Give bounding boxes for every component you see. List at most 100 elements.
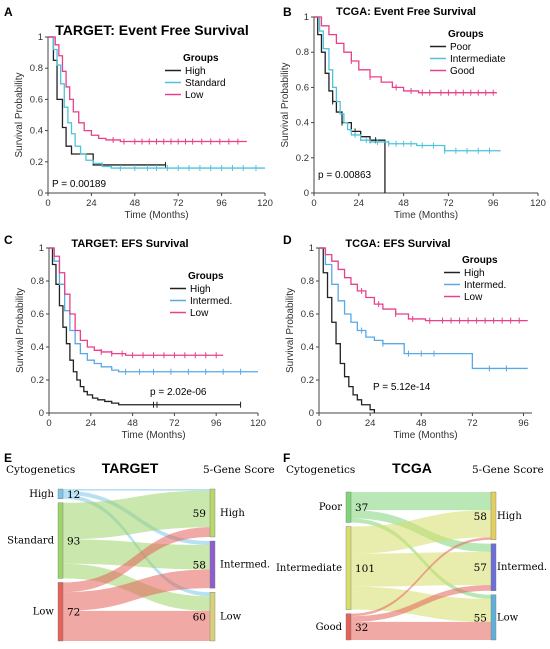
survival-curve-low xyxy=(48,36,247,143)
sankey-flow xyxy=(351,492,491,511)
sankey-flow xyxy=(63,569,210,611)
panel-letter-d: D xyxy=(283,233,292,247)
sankey-flow xyxy=(63,610,210,641)
x-axis-label: Time (Months) xyxy=(121,430,185,441)
y-axis-label: Survival Probability xyxy=(15,288,26,373)
panel-letter-e: E xyxy=(4,451,12,465)
sankey-target-node xyxy=(209,591,216,642)
sankey-target-count: 57 xyxy=(474,562,487,574)
sankey-target-label: High xyxy=(220,508,245,519)
y-tick-label: 1 xyxy=(38,32,43,43)
legend-label: Standard xyxy=(185,78,226,89)
sankey-target-label: Intermed. xyxy=(220,560,270,571)
sankey-flow xyxy=(63,489,210,491)
x-tick-label: 24 xyxy=(354,198,365,209)
legend-label: Low xyxy=(190,308,209,319)
survival-curve-standard xyxy=(48,36,265,169)
y-tick-label: 0 xyxy=(39,408,44,419)
x-tick-label: 0 xyxy=(45,198,50,209)
p-value-label: p = 2.02e-06 xyxy=(150,387,207,398)
y-tick-label: 0 xyxy=(38,188,43,199)
sankey-source-count: 101 xyxy=(355,563,375,575)
legend-label: Intermed. xyxy=(464,280,506,291)
x-tick-label: 0 xyxy=(46,418,51,429)
panel-f-title: TCGA xyxy=(392,460,432,476)
sankey-target-count: 58 xyxy=(193,560,206,572)
sankey-source-count: 72 xyxy=(67,607,80,619)
y-tick-label: 0.4 xyxy=(30,126,43,137)
sankey-flow xyxy=(351,552,491,587)
sankey-flow xyxy=(351,510,491,554)
y-axis-label: Survival Probability xyxy=(280,62,291,147)
sankey-source-count: 93 xyxy=(67,536,80,548)
sankey-target-count: 55 xyxy=(474,612,487,624)
x-tick-label: 72 xyxy=(169,418,180,429)
legend-label: High xyxy=(464,268,485,279)
panel-e-title: TARGET xyxy=(102,460,159,476)
y-tick-label: 0.2 xyxy=(30,157,43,168)
y-tick-label: 1 xyxy=(39,243,44,254)
panel-letter-f: F xyxy=(283,451,290,465)
legend-label: Good xyxy=(450,66,474,77)
sankey-source-node xyxy=(57,582,64,642)
x-tick-label: 72 xyxy=(173,198,184,209)
legend-label: High xyxy=(185,66,206,77)
y-tick-label: 0.2 xyxy=(301,375,314,386)
y-tick-label: 0 xyxy=(304,188,309,199)
sankey-flow xyxy=(351,584,491,622)
sankey-source-node xyxy=(57,502,64,579)
panel-f-right-header: 5-Gene Score xyxy=(472,464,544,476)
panel-letter-b: B xyxy=(283,5,292,19)
x-tick-label: 120 xyxy=(257,198,273,209)
x-tick-label: 96 xyxy=(216,198,227,209)
sankey-target-label: Low xyxy=(497,612,519,623)
panel-e-right-header: 5-Gene Score xyxy=(203,464,275,476)
panel-f-left-header: Cytogenetics xyxy=(286,464,355,476)
panel-b-title: TCGA: Event Free Survival xyxy=(336,6,476,18)
km-plot-a: 0 24 48 72 96 120 0 0.2 0.4 0.6 0.8 1 Time (Months) S… xyxy=(14,32,273,221)
km-plot-b: 0 24 48 72 96 120 0 0.2 0.4 0.6 0.8 1 Time (Months) S… xyxy=(280,12,546,221)
x-tick-label: 96 xyxy=(488,198,499,209)
survival-curve-intermed xyxy=(319,247,528,370)
y-axis-label: Survival Probability xyxy=(14,72,25,157)
survival-curve-intermediate xyxy=(314,16,501,152)
sankey-source-count: 12 xyxy=(67,489,80,501)
x-tick-label: 24 xyxy=(86,418,97,429)
sankey-source-node xyxy=(57,488,64,499)
sankey-flow xyxy=(351,537,491,617)
x-tick-label: 0 xyxy=(311,198,316,209)
legend-label: Low xyxy=(185,90,204,101)
km-plot-d: 0 24 48 72 96 0 0.2 0.4 0.6 0.8 1 Time (Months) Surv… xyxy=(285,243,532,441)
sankey-target-node xyxy=(490,594,497,641)
survival-curve-high xyxy=(48,36,166,166)
x-tick-label: 72 xyxy=(443,198,454,209)
panel-letter-c: C xyxy=(4,233,13,247)
y-tick-label: 0.2 xyxy=(296,153,309,164)
sankey-source-label: High xyxy=(29,489,54,500)
y-tick-label: 0.8 xyxy=(296,47,309,58)
x-tick-label: 120 xyxy=(250,418,266,429)
sankey-source-node xyxy=(345,526,352,610)
y-tick-label: 0.6 xyxy=(31,309,44,320)
sankey-flow xyxy=(63,527,210,593)
x-axis-label: Time (Months) xyxy=(394,210,458,221)
panel-c-title: TARGET: EFS Survival xyxy=(71,238,188,250)
sankey-flow xyxy=(351,621,491,640)
sankey-target-count: 58 xyxy=(474,511,487,523)
sankey-target-label: Low xyxy=(220,612,242,623)
y-tick-label: 0.6 xyxy=(30,94,43,105)
y-tick-label: 0.8 xyxy=(301,276,314,287)
y-tick-label: 0.4 xyxy=(31,342,44,353)
x-tick-label: 24 xyxy=(365,418,376,429)
sankey-source-label: Poor xyxy=(319,502,342,513)
x-tick-label: 48 xyxy=(130,198,141,209)
sankey-target-label: High xyxy=(497,511,522,522)
y-axis-label: Survival Probability xyxy=(285,288,296,373)
x-axis-label: Time (Months) xyxy=(393,430,457,441)
sankey-source-label: Standard xyxy=(7,536,54,547)
panel-d-title: TCGA: EFS Survival xyxy=(345,238,450,250)
sankey-target-count: 60 xyxy=(193,612,206,624)
legend-label: Intermediate xyxy=(450,54,506,65)
y-tick-label: 0.6 xyxy=(296,82,309,93)
